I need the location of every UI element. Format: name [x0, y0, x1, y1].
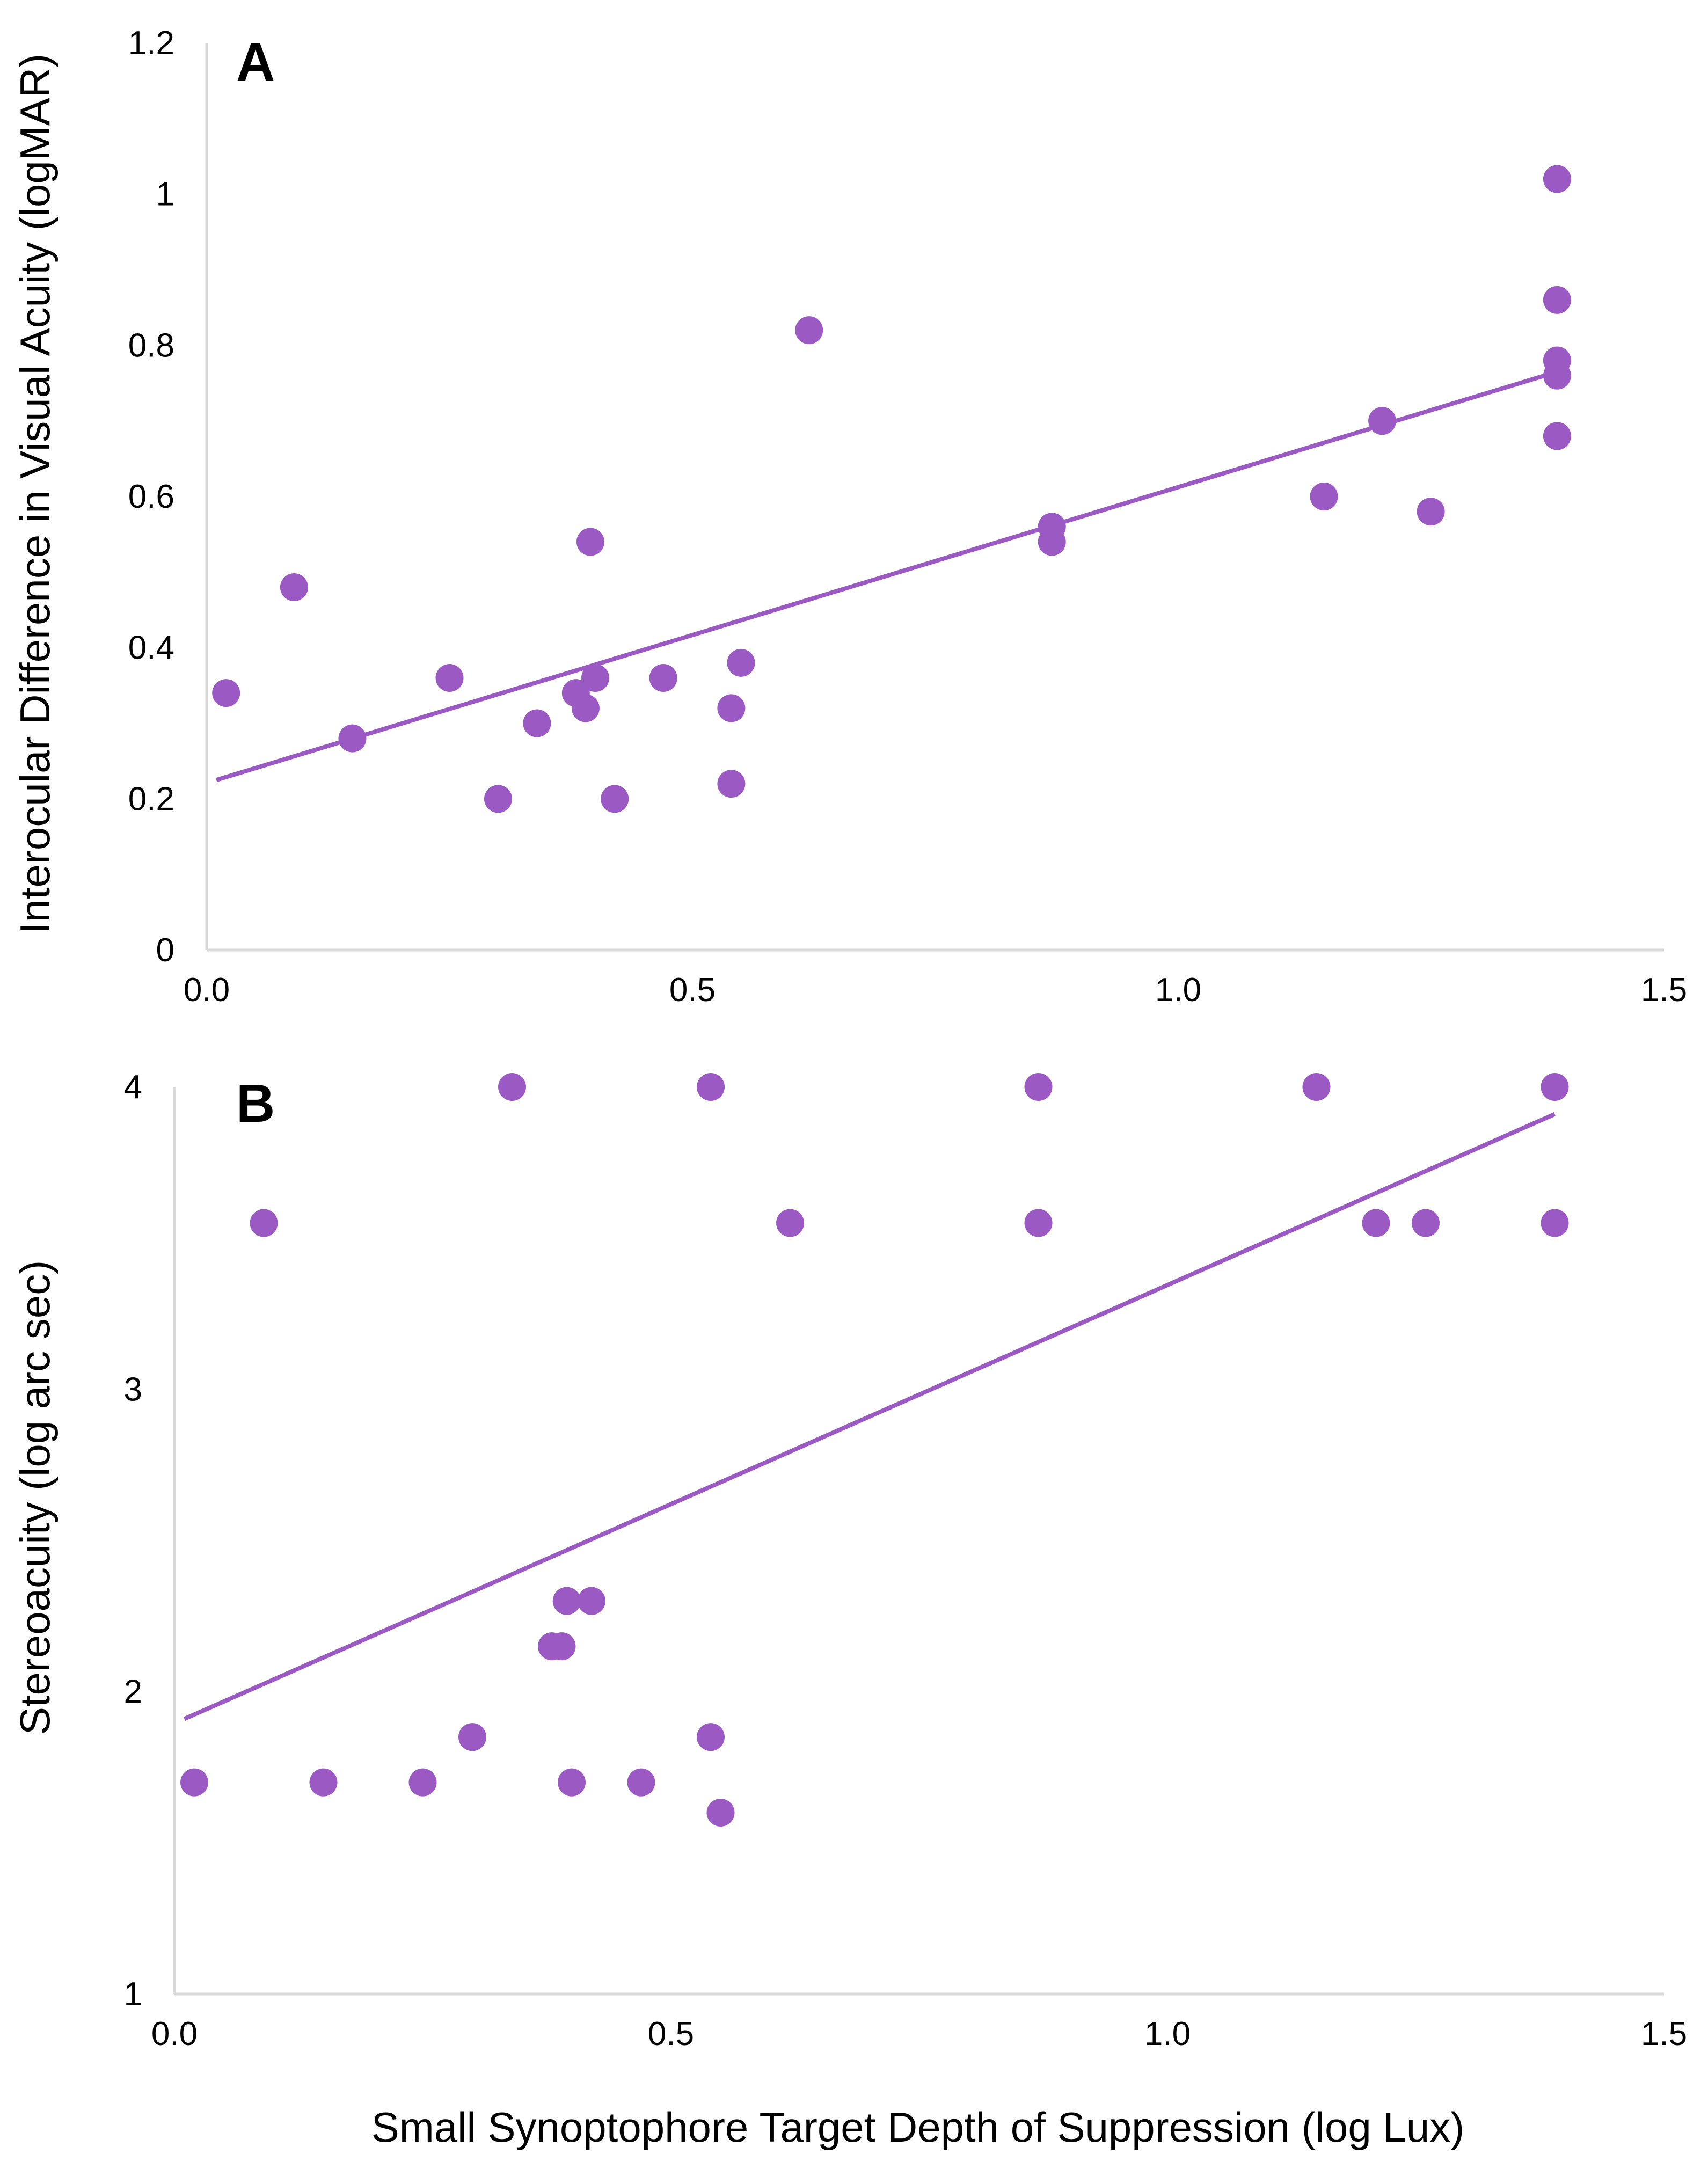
- panel-b-data-point: [498, 1073, 526, 1101]
- panel-b-y-tick-label: 2: [124, 1674, 142, 1711]
- panel-a-x-tick-label: 0.0: [184, 972, 230, 1009]
- panel-a-label: A: [236, 32, 275, 92]
- panel-a-data-point: [1368, 407, 1397, 435]
- panel-a-y-tick-label: 0: [156, 932, 174, 969]
- panel-b-y-tick-label: 3: [124, 1371, 142, 1408]
- panel-a-data-point: [581, 664, 609, 692]
- panel-a-scatter-chart: A Interocular Difference in Visual Acuit…: [11, 25, 1687, 1009]
- panel-b-data-point: [1541, 1209, 1569, 1237]
- panel-a-y-tick-label: 1: [156, 176, 174, 213]
- panel-a-data-point: [484, 785, 512, 813]
- panel-b-y-tick-label: 1: [124, 1976, 142, 2013]
- panel-b-data-point: [180, 1768, 208, 1797]
- panel-b-data-point: [776, 1209, 804, 1237]
- panel-a-data-point: [523, 709, 551, 737]
- panel-b-label: B: [236, 1074, 275, 1134]
- panel-b-data-point: [558, 1768, 586, 1797]
- panel-b-data-point: [1024, 1073, 1053, 1101]
- panel-a-data-point: [338, 724, 367, 753]
- panel-a-y-axis-title: Interocular Difference in Visual Acuity …: [11, 54, 59, 934]
- panel-b-x-tick-label: 1.5: [1641, 2016, 1687, 2053]
- panel-b-data-point: [1024, 1209, 1053, 1237]
- panel-a-data-point: [717, 694, 746, 722]
- panel-b-data-point: [250, 1209, 278, 1237]
- panel-a-data-point: [1543, 361, 1571, 390]
- panel-a-data-point: [1543, 286, 1571, 314]
- panel-b-data-point: [548, 1632, 576, 1661]
- panel-b-data-point: [1362, 1209, 1390, 1237]
- panel-a-trendline: [215, 369, 1558, 782]
- panel-a-data-point: [1543, 422, 1571, 450]
- panel-a-data-point: [1310, 483, 1338, 510]
- panel-a-y-tick-label: 0.6: [128, 478, 174, 515]
- panel-b-y-tick-label: 4: [124, 1069, 142, 1106]
- panel-b-data-point: [309, 1768, 338, 1797]
- panel-b-data-point: [697, 1073, 725, 1101]
- panel-b-data-point: [578, 1587, 605, 1615]
- panel-a-data-point: [717, 770, 746, 798]
- panel-b-x-tick-label: 0.0: [151, 2016, 198, 2053]
- panel-a-data-point: [601, 785, 629, 813]
- panel-b-data-point: [552, 1587, 581, 1615]
- panel-b-data-point: [1541, 1073, 1569, 1101]
- panel-a-data-point: [1417, 498, 1445, 526]
- panel-b-data-point: [458, 1723, 486, 1751]
- panel-a-y-tick-label: 1.2: [128, 25, 174, 62]
- panel-b-scatter-chart: B Stereoacuity (log arc sec) Small Synop…: [11, 1069, 1687, 2151]
- panel-a-x-tick-label: 1.0: [1155, 972, 1201, 1009]
- panel-a-data-point: [795, 316, 823, 345]
- panel-a-x-tick-label: 0.5: [669, 972, 716, 1009]
- panel-b-trendline: [183, 1112, 1556, 1721]
- panel-b-x-tick-label: 1.0: [1144, 2016, 1191, 2053]
- panel-a-data-point: [435, 664, 464, 692]
- panel-b-data-point: [627, 1768, 655, 1797]
- panel-a-data-point: [571, 694, 600, 722]
- panel-a-y-tick-label: 0.4: [128, 630, 174, 667]
- panel-b-x-tick-label: 0.5: [648, 2016, 694, 2053]
- panel-b-data-point: [408, 1768, 437, 1797]
- panel-b-data-point: [697, 1723, 725, 1751]
- panel-a-data-point: [727, 648, 755, 677]
- panel-a-data-point: [1038, 528, 1066, 556]
- panel-b-data-point: [1302, 1073, 1331, 1101]
- panel-a-x-tick-label: 1.5: [1641, 972, 1687, 1009]
- panel-b-data-point: [706, 1799, 735, 1827]
- panel-a-data-point: [280, 573, 308, 601]
- panel-a-y-tick-label: 0.8: [128, 327, 174, 364]
- panel-a-data-point: [212, 679, 240, 707]
- panel-a-data-point: [1543, 165, 1571, 193]
- panel-a-data-point: [649, 664, 677, 692]
- panel-b-y-axis-title: Stereoacuity (log arc sec): [11, 1260, 59, 1735]
- panel-b-data-point: [1412, 1209, 1440, 1237]
- panel-a-data-point: [576, 528, 604, 556]
- panel-b-x-axis-title: Small Synoptophore Target Depth of Suppr…: [371, 2104, 1464, 2151]
- panel-a-y-tick-label: 0.2: [128, 780, 174, 817]
